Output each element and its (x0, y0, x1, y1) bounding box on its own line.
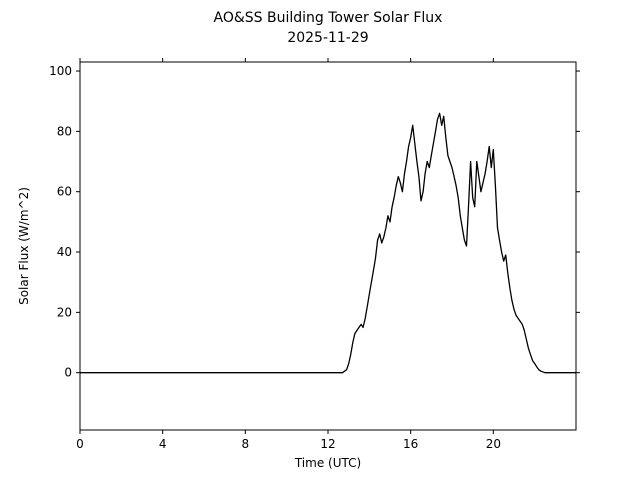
x-tick-label: 8 (242, 437, 250, 451)
y-tick-label: 20 (57, 305, 72, 319)
y-tick-label: 60 (57, 185, 72, 199)
y-axis-label: Solar Flux (W/m^2) (17, 187, 31, 305)
y-tick-label: 40 (57, 245, 72, 259)
solar-flux-line (79, 112, 577, 374)
y-tick-label: 80 (57, 124, 72, 138)
x-tick-label: 12 (320, 437, 335, 451)
chart-subtitle: 2025-11-29 (287, 30, 369, 46)
y-tick-label: 100 (49, 64, 72, 78)
chart-title: AO&SS Building Tower Solar Flux (213, 10, 443, 26)
x-tick-label: 20 (486, 437, 501, 451)
x-tick-label: 4 (159, 437, 167, 451)
x-axis-label: Time (UTC) (294, 456, 361, 470)
chart-title-block: AO&SS Building Tower Solar Flux 2025-11-… (80, 8, 576, 48)
y-tick-label: 0 (64, 366, 72, 380)
axes-frame (79, 61, 577, 431)
x-tick-label: 16 (403, 437, 418, 451)
x-tick-label: 0 (76, 437, 84, 451)
